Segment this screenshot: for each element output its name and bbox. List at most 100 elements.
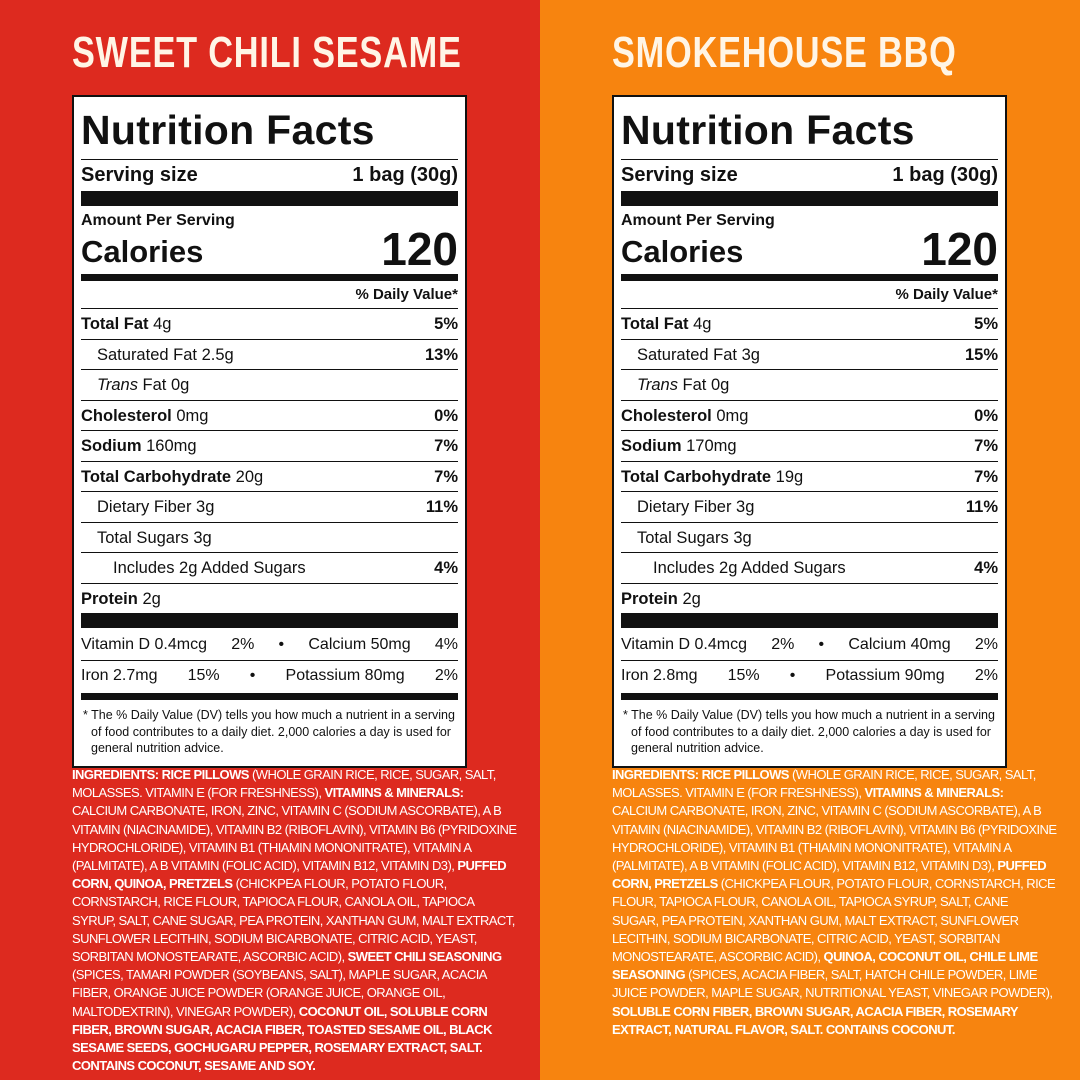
nutrient-name-italic: Trans	[637, 376, 678, 394]
nutrient-amount: 0mg	[176, 406, 209, 425]
nutrient-row: Trans Fat 0g	[81, 370, 458, 401]
nutrient-row: Total Sugars 3g	[621, 523, 998, 553]
nutrient-name-italic: Trans	[97, 376, 138, 394]
nutrient-left: Trans Fat 0g	[621, 370, 729, 400]
thick-rule	[81, 613, 458, 628]
nutrient-row: Dietary Fiber 3g 11%	[621, 492, 998, 523]
nutrient-name: Total Fat	[621, 315, 689, 333]
vitamin-row: Vitamin D 0.4mcg 2% • Calcium 40mg 2%	[621, 630, 998, 661]
ingredient-text: (SPICES, TAMARI POWDER (SOYBEANS, SALT),…	[72, 967, 487, 1019]
nutrient-left: Sodium 160mg	[81, 431, 197, 461]
calories-value: 120	[921, 223, 998, 275]
vitamin-amount: 80mg	[364, 667, 405, 684]
vitamin-item: Vitamin D 0.4mcg	[81, 630, 207, 660]
vitamin-amount: 50mg	[370, 636, 411, 653]
nutrient-left: Trans Fat 0g	[81, 370, 189, 400]
vitamin-item: Potassium 90mg	[826, 661, 945, 691]
nutrient-dv: 5%	[434, 315, 458, 333]
label-heading: Nutrition Facts	[81, 107, 375, 153]
footnote: * The % Daily Value (DV) tells you how m…	[623, 708, 995, 755]
nutrition-label: Nutrition Facts Serving size 1 bag (30g) Am…	[612, 95, 1007, 768]
nutrient-name: Total Carbohydrate	[621, 467, 772, 486]
nutrient-name: Fat	[682, 376, 707, 394]
nutrient-amount: 170mg	[686, 437, 737, 455]
serving-row: Serving size 1 bag (30g)	[81, 159, 458, 191]
vitamin-name: Calcium	[308, 636, 367, 653]
medium-rule	[81, 274, 458, 281]
nutrient-name: Fat	[142, 376, 167, 394]
nutrient-name: Sodium	[81, 437, 142, 455]
footnote: * The % Daily Value (DV) tells you how m…	[83, 708, 455, 755]
nutrient-row: Cholesterol 0mg 0%	[621, 401, 998, 431]
vitamin-amount: 40mg	[910, 636, 951, 653]
vitamin-amount: 2.8mg	[653, 667, 698, 684]
nutrient-row: Saturated Fat 3g 15%	[621, 340, 998, 370]
ingredient-text: VITAMINS & MINERALS:	[864, 785, 1004, 801]
nutrient-row: Total Carbohydrate 19g 7%	[621, 462, 998, 492]
calories-row: Calories 120	[81, 226, 458, 272]
ingredients: INGREDIENTS: RICE PILLOWS (WHOLE GRAIN R…	[612, 766, 1057, 1039]
ingredient-text: QUINOA, COCONUT OIL, CHILE LIME SEASONIN…	[612, 949, 1038, 983]
serving-value: 1 bag (30g)	[352, 164, 458, 186]
nutrient-name: Total Sugars	[637, 528, 729, 547]
vitamin-item: Iron 2.8mg	[621, 661, 698, 691]
daily-value-header: % Daily Value*	[81, 281, 458, 309]
nutrient-row: Dietary Fiber 3g 11%	[81, 492, 458, 523]
nutrient-name: Includes 2g Added Sugars	[113, 559, 306, 577]
vitamin-item: Vitamin D 0.4mcg	[621, 630, 747, 660]
protein-left: Protein 2g	[621, 584, 701, 614]
nutrient-dv: 5%	[974, 315, 998, 333]
medium-rule	[621, 274, 998, 281]
nutrient-name: Saturated Fat	[97, 345, 197, 364]
nutrient-left: Includes 2g Added Sugars	[621, 553, 846, 583]
calories-value: 120	[381, 223, 458, 275]
thick-rule	[81, 191, 458, 206]
nutrient-amount: 160mg	[146, 437, 197, 455]
nutrient-left: Saturated Fat 3g	[621, 340, 760, 370]
ingredient-text: COCONUT OIL, SOLUBLE CORN FIBER, BROWN S…	[72, 1003, 492, 1074]
nutrient-dv: 0%	[974, 406, 998, 425]
nutrient-left: Cholesterol 0mg	[81, 401, 208, 431]
nutrient-left: Cholesterol 0mg	[621, 401, 748, 431]
nutrient-amount: 3g	[741, 345, 760, 364]
medium-rule	[621, 693, 998, 700]
label-heading: Nutrition Facts	[621, 107, 915, 153]
ingredient-text: CALCIUM CARBONATE, IRON, ZINC, VITAMIN C…	[72, 803, 517, 874]
vitamin-name: Potassium	[285, 667, 361, 684]
vitamin-name: Iron	[81, 667, 109, 684]
protein-row: Protein 2g	[81, 584, 458, 614]
separator: •	[249, 667, 256, 684]
nutrient-row: Includes 2g Added Sugars 4%	[81, 553, 458, 584]
nutrient-name: Dietary Fiber	[97, 498, 192, 516]
nutrient-left: Total Carbohydrate 20g	[81, 462, 263, 492]
nutrient-amount: 3g	[733, 528, 752, 547]
amount-label: Amount Per Serving	[81, 212, 235, 229]
medium-rule	[81, 693, 458, 700]
nutrient-amount: 3g	[196, 498, 215, 516]
nutrient-row: Saturated Fat 2.5g 13%	[81, 340, 458, 370]
nutrient-amount: 2.5g	[201, 345, 234, 364]
serving-label: Serving size	[81, 164, 198, 186]
nutrient-dv: 7%	[434, 467, 458, 486]
panel-title: SMOKEHOUSE BBQ	[612, 28, 957, 77]
vitamin-amount: 2.7mg	[113, 667, 158, 684]
serving-row: Serving size 1 bag (30g)	[621, 159, 998, 191]
nutrient-row: Total Carbohydrate 20g 7%	[81, 462, 458, 492]
nutrient-left: Dietary Fiber 3g	[81, 492, 214, 522]
nutrition-label: Nutrition Facts Serving size 1 bag (30g) Am…	[72, 95, 467, 768]
ingredient-text: VITAMINS & MINERALS:	[324, 785, 464, 801]
nutrient-left: Total Fat 4g	[81, 309, 171, 339]
nutrient-amount: 4g	[153, 315, 172, 333]
nutrient-name: Cholesterol	[81, 406, 172, 425]
nutrient-amount: 3g	[193, 528, 212, 547]
nutrient-dv: 11%	[965, 498, 998, 516]
vitamin-item: Calcium 40mg	[848, 630, 950, 660]
nutrient-left: Total Fat 4g	[621, 309, 711, 339]
vitamin-name: Potassium	[825, 667, 901, 684]
vitamin-dv: 2%	[231, 636, 255, 653]
nutrient-dv: 4%	[974, 559, 998, 577]
nutrient-dv: 15%	[964, 345, 998, 364]
panel-title: SWEET CHILI SESAME	[72, 28, 462, 77]
separator: •	[818, 636, 825, 653]
